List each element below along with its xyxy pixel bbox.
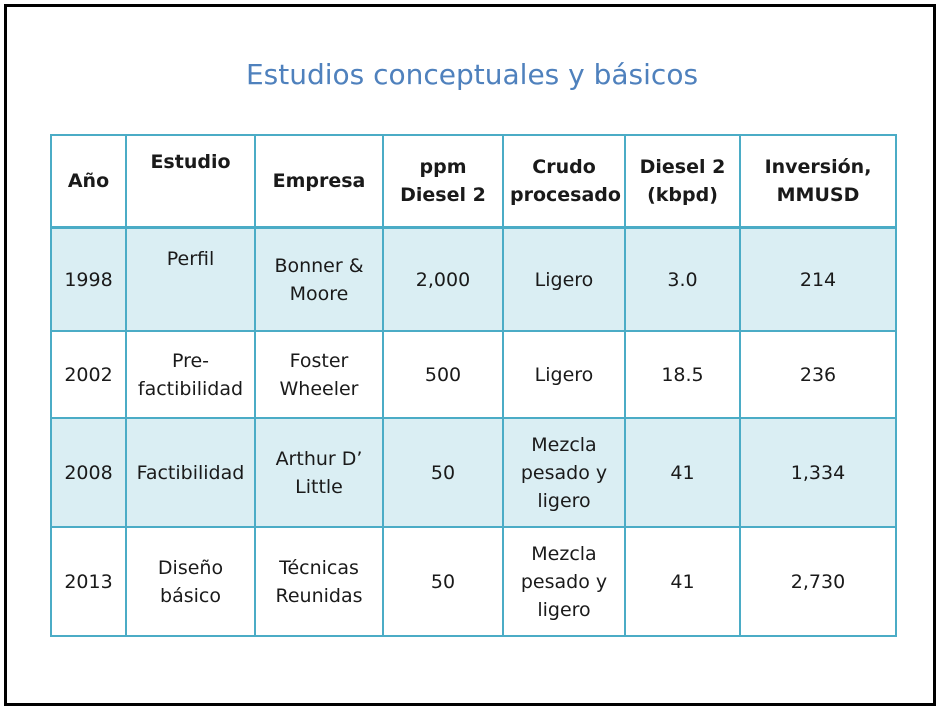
cell-year: 2008: [50, 417, 127, 528]
studies-table: Año Estudio Empresa ppm Diesel 2 Crudo p…: [50, 134, 897, 637]
header-diesel-kbpd: Diesel 2 (kbpd): [624, 134, 741, 229]
cell-study: Perfil: [125, 226, 256, 332]
cell-ppm: 50: [382, 526, 504, 637]
cell-crude: Ligero: [502, 330, 626, 419]
cell-study: Factibilidad: [125, 417, 256, 528]
table-row: 2013 Diseño básico Técnicas Reunidas 50 …: [50, 526, 897, 637]
cell-study: Diseño básico: [125, 526, 256, 637]
cell-company: Arthur D’ Little: [254, 417, 384, 528]
header-year: Año: [50, 134, 127, 229]
cell-diesel: 3.0: [624, 226, 741, 332]
cell-crude: Mezcla pesado y ligero: [502, 417, 626, 528]
cell-ppm: 500: [382, 330, 504, 419]
cell-diesel: 41: [624, 417, 741, 528]
cell-diesel: 41: [624, 526, 741, 637]
cell-study: Pre- factibilidad: [125, 330, 256, 419]
slide-title: Estudios conceptuales y básicos: [245, 58, 699, 91]
table-row: 1998 Perfil Bonner & Moore 2,000 Ligero …: [50, 226, 897, 332]
cell-crude: Mezcla pesado y ligero: [502, 526, 626, 637]
cell-company: Bonner & Moore: [254, 226, 384, 332]
header-investment: Inversión, MMUSD: [739, 134, 897, 229]
cell-ppm: 50: [382, 417, 504, 528]
cell-ppm: 2,000: [382, 226, 504, 332]
header-crude-processed: Crudo procesado: [502, 134, 626, 229]
cell-year: 1998: [50, 226, 127, 332]
cell-investment: 214: [739, 226, 897, 332]
table-header-row: Año Estudio Empresa ppm Diesel 2 Crudo p…: [50, 134, 897, 229]
cell-company: Técnicas Reunidas: [254, 526, 384, 637]
table-row: 2008 Factibilidad Arthur D’ Little 50 Me…: [50, 417, 897, 528]
cell-diesel: 18.5: [624, 330, 741, 419]
cell-investment: 1,334: [739, 417, 897, 528]
table-row: 2002 Pre- factibilidad Foster Wheeler 50…: [50, 330, 897, 419]
header-study: Estudio: [125, 134, 256, 229]
header-company: Empresa: [254, 134, 384, 229]
cell-investment: 236: [739, 330, 897, 419]
cell-company: Foster Wheeler: [254, 330, 384, 419]
cell-investment: 2,730: [739, 526, 897, 637]
header-ppm-diesel: ppm Diesel 2: [382, 134, 504, 229]
cell-year: 2013: [50, 526, 127, 637]
cell-year: 2002: [50, 330, 127, 419]
cell-crude: Ligero: [502, 226, 626, 332]
